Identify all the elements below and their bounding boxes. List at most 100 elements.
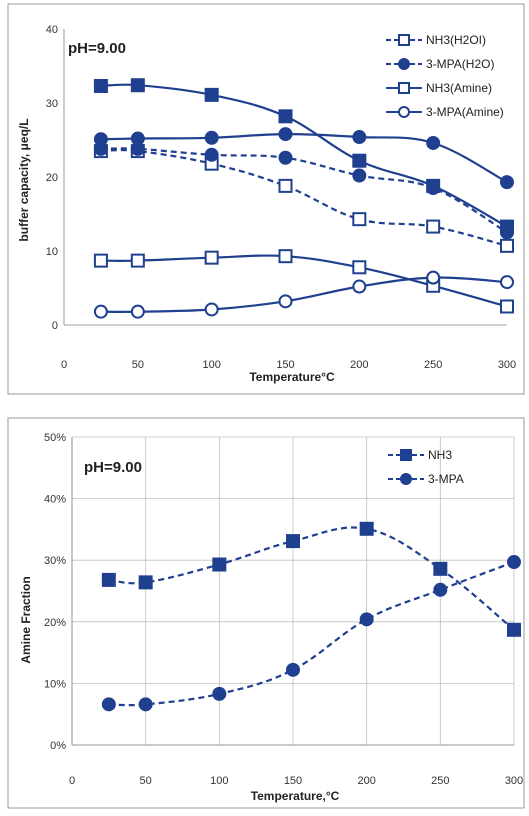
- legend-item: NH3(Amine): [386, 81, 492, 95]
- legend-marker: [400, 449, 412, 461]
- series-nh3: [101, 521, 521, 637]
- y-tick-label: 50%: [44, 432, 66, 444]
- data-point: [130, 304, 145, 319]
- data-point: [352, 212, 367, 227]
- data-point: [93, 132, 108, 147]
- data-point: [130, 78, 145, 93]
- x-tick-label: 0: [61, 359, 67, 371]
- y-axis-label: Amine Fraction: [19, 576, 33, 663]
- data-point: [204, 87, 219, 102]
- series-unlabeled-5: [93, 127, 514, 190]
- series-layer: [93, 78, 514, 319]
- data-point: [352, 260, 367, 275]
- data-point: [286, 534, 300, 549]
- data-point: [359, 521, 374, 536]
- data-point: [204, 302, 219, 317]
- data-point: [500, 219, 514, 234]
- y-tick-label: 10%: [44, 678, 66, 690]
- y-tick-label: 20: [46, 172, 58, 184]
- legend-item: 3-MPA: [388, 472, 464, 486]
- chart-frame: [7, 417, 525, 809]
- x-axis-label: Temperature°C: [249, 370, 335, 384]
- data-point: [204, 250, 219, 265]
- y-tick-label: 10: [46, 246, 58, 258]
- legend-item: NH3(H2OI): [386, 33, 486, 47]
- legend-marker: [400, 473, 412, 485]
- data-point: [138, 697, 153, 712]
- data-point: [426, 270, 441, 285]
- data-point: [507, 622, 521, 637]
- x-axis-label: Temperature,°C: [251, 789, 340, 803]
- data-point: [433, 561, 448, 576]
- axes: [63, 29, 507, 326]
- x-tick-label: 250: [424, 359, 442, 371]
- annotation-label: pH=9.00: [84, 459, 142, 476]
- x-tick-label: 200: [357, 775, 375, 787]
- x-tick-label: 200: [350, 359, 368, 371]
- series-3-mpa-amine-: [93, 270, 514, 319]
- legend-marker: [398, 58, 410, 70]
- legend-item: NH3: [388, 448, 452, 462]
- y-tick-label: 40: [46, 24, 58, 36]
- data-point: [130, 131, 145, 146]
- series-3-mpa: [101, 555, 521, 712]
- data-point: [352, 153, 367, 168]
- data-point: [93, 253, 108, 268]
- data-point: [101, 697, 116, 712]
- data-point: [500, 275, 514, 290]
- data-point: [212, 557, 227, 572]
- data-point: [278, 178, 293, 193]
- y-axis-label: buffer capacity, μeq/L: [17, 118, 31, 241]
- data-point: [426, 135, 441, 150]
- x-tick-label: 0: [69, 775, 75, 787]
- legend-marker: [398, 106, 410, 118]
- data-point: [101, 572, 116, 587]
- legend-label: NH3: [428, 448, 452, 462]
- series-nh3-amine-: [93, 249, 514, 314]
- data-point: [93, 78, 108, 93]
- data-point: [500, 175, 514, 190]
- legend-item: 3-MPA(Amine): [386, 105, 504, 119]
- data-point: [426, 178, 441, 193]
- chart-frame: [7, 3, 525, 395]
- y-tick-label: 0%: [50, 740, 66, 752]
- y-tick-label: 40%: [44, 494, 66, 506]
- data-point: [359, 612, 374, 627]
- data-point: [138, 575, 153, 590]
- x-tick-label: 250: [431, 775, 449, 787]
- x-tick-label: 150: [276, 359, 294, 371]
- data-point: [204, 130, 219, 145]
- data-point: [204, 147, 219, 162]
- legend: NH3(H2OI) 3-MPA(H2O) NH3(Amine) 3-MPA(Amine…: [386, 33, 504, 119]
- series-layer: [101, 521, 521, 712]
- data-point: [352, 279, 367, 294]
- data-point: [278, 109, 293, 124]
- data-point: [500, 299, 514, 314]
- x-tick-label: 150: [284, 775, 302, 787]
- data-point: [352, 168, 367, 183]
- legend-label: 3-MPA(H2O): [426, 57, 494, 71]
- data-point: [500, 238, 514, 253]
- data-point: [352, 130, 367, 145]
- x-tick-label: 300: [505, 775, 523, 787]
- legend-marker: [398, 82, 410, 94]
- legend-label: NH3(H2OI): [426, 33, 486, 47]
- data-point: [507, 555, 521, 570]
- x-tick-label: 100: [210, 775, 228, 787]
- data-point: [278, 249, 293, 264]
- data-point: [426, 219, 441, 234]
- y-tick-label: 30%: [44, 555, 66, 567]
- legend-marker: [398, 34, 410, 46]
- data-point: [286, 662, 300, 677]
- legend-item: 3-MPA(H2O): [386, 57, 494, 71]
- x-tick-label: 300: [498, 359, 516, 371]
- y-tick-label: 0: [52, 320, 58, 332]
- data-point: [278, 150, 293, 165]
- data-point: [433, 582, 448, 597]
- annotation-label: pH=9.00: [68, 40, 126, 57]
- amine-fraction-chart: 0% 10% 20% 30% 40% 50% 0 50 100 150 200 250 300 pH=9…: [7, 417, 525, 809]
- buffer-capacity-chart: 0 10 20 30 40 0 50 100 150 200 250 300 pH=9.00 Temp…: [7, 3, 525, 395]
- y-tick-label: 30: [46, 98, 58, 110]
- tick-labels: 0% 10% 20% 30% 40% 50% 0 50 100 150 200 250 300: [44, 432, 523, 787]
